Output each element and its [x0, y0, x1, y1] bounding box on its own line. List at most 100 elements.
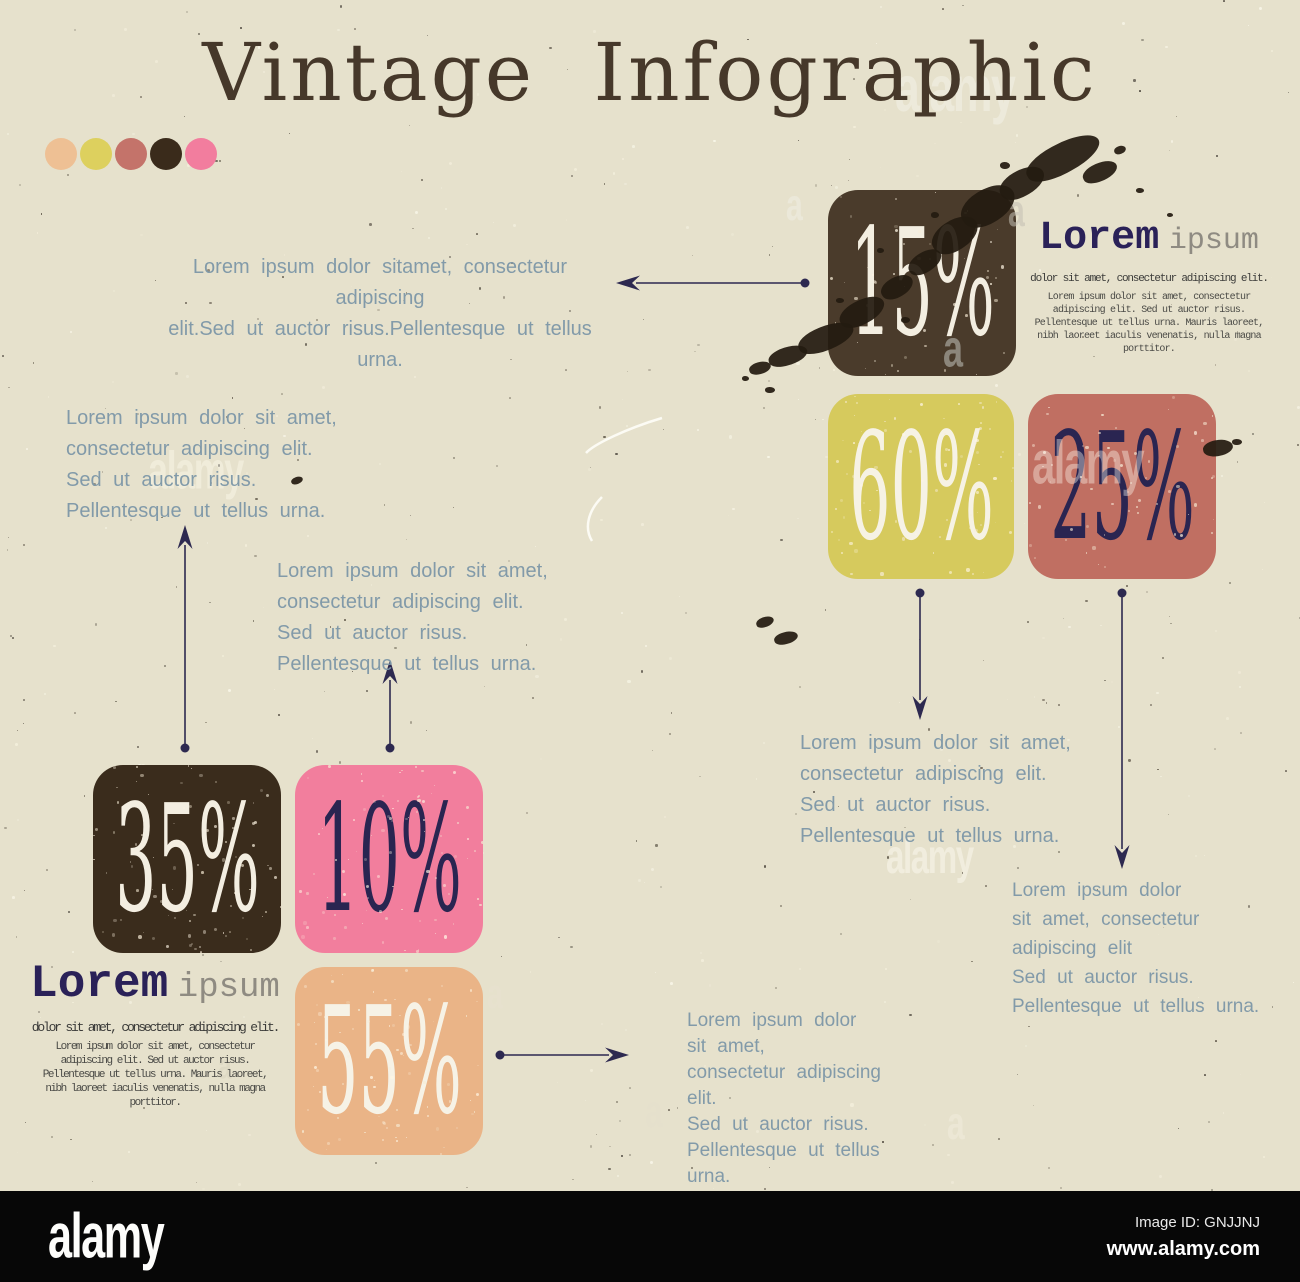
- speck: [1017, 1073, 1019, 1076]
- speck: [985, 884, 987, 887]
- speck: [841, 439, 844, 442]
- palette-dot-pink: [185, 138, 217, 170]
- speck: [628, 1087, 631, 1090]
- speck: [1188, 795, 1191, 798]
- speck: [824, 609, 827, 611]
- speck: [1162, 656, 1165, 660]
- speck: [943, 368, 947, 372]
- speck: [281, 393, 283, 395]
- speck: [475, 1092, 480, 1097]
- speck: [848, 180, 850, 182]
- heading-subtitle: dolor sit amet, consectetur adipiscing e…: [31, 1020, 281, 1035]
- speck: [299, 890, 302, 893]
- speck: [7, 537, 9, 539]
- speck: [312, 737, 314, 740]
- speck: [322, 386, 326, 390]
- speck: [207, 542, 209, 544]
- speck: [883, 1000, 886, 1003]
- speck: [23, 723, 25, 725]
- speck: [11, 637, 14, 640]
- speck: [512, 223, 516, 227]
- speck: [1000, 456, 1003, 459]
- heading-subtitle: dolor sit amet, consectetur adipiscing e…: [1030, 273, 1269, 285]
- speck: [1034, 556, 1037, 559]
- speck: [175, 586, 178, 589]
- image-id: Image ID: GNJJNJ: [1134, 1214, 1260, 1231]
- speck: [412, 227, 414, 230]
- speck: [104, 526, 108, 530]
- speck: [624, 182, 627, 186]
- speck: [4, 826, 7, 830]
- speck: [113, 290, 115, 293]
- stat-value-15: 15%: [849, 197, 995, 369]
- speck: [830, 185, 833, 187]
- speck: [768, 254, 771, 256]
- speck: [822, 418, 824, 420]
- speck: [70, 1138, 72, 1141]
- speck: [400, 170, 403, 173]
- speck: [1010, 479, 1013, 482]
- speck: [797, 517, 799, 519]
- speck: [10, 635, 13, 638]
- speck: [238, 1182, 241, 1186]
- speck: [136, 765, 139, 768]
- speck: [879, 166, 882, 169]
- speck: [608, 1167, 611, 1170]
- speck: [532, 696, 535, 699]
- speck: [1007, 698, 1009, 701]
- palette-dot-tan: [45, 138, 77, 170]
- speck: [26, 448, 28, 450]
- speck: [621, 1155, 623, 1157]
- speck: [383, 504, 386, 506]
- speck: [1271, 1006, 1274, 1008]
- speck: [8, 386, 11, 389]
- speck: [1068, 625, 1071, 629]
- speck: [728, 515, 730, 517]
- speck: [539, 757, 542, 760]
- speck: [994, 521, 997, 524]
- speck: [1251, 432, 1254, 435]
- speck: [306, 926, 309, 929]
- palette-dot-brown: [150, 138, 182, 170]
- speck: [477, 898, 479, 900]
- speck: [136, 745, 140, 749]
- speck: [570, 174, 573, 177]
- speck: [1145, 590, 1148, 593]
- speck: [1211, 475, 1215, 479]
- speck: [198, 945, 201, 949]
- speck: [427, 236, 431, 240]
- palette-dot-yellow: [80, 138, 112, 170]
- speck: [23, 544, 25, 546]
- speck: [834, 507, 838, 511]
- speck: [1263, 1156, 1266, 1159]
- speck: [1048, 1166, 1051, 1169]
- speck: [16, 819, 19, 822]
- speck: [839, 933, 843, 936]
- speck: [763, 865, 767, 868]
- speck: [615, 1100, 619, 1104]
- speck: [187, 765, 190, 767]
- speck: [625, 425, 628, 427]
- speck: [798, 140, 800, 142]
- speck: [166, 945, 170, 948]
- speck: [1029, 544, 1032, 547]
- speck: [1261, 568, 1264, 571]
- speck: [589, 467, 591, 469]
- speck: [414, 765, 417, 769]
- speck: [1017, 866, 1020, 869]
- speck: [266, 794, 270, 798]
- speck: [836, 460, 839, 464]
- speck: [378, 462, 382, 466]
- speck: [830, 276, 834, 280]
- speck: [1214, 364, 1217, 366]
- speck: [248, 1133, 251, 1137]
- speck: [413, 375, 416, 379]
- speck: [140, 233, 143, 237]
- speck: [1229, 581, 1231, 584]
- speck: [1170, 140, 1174, 143]
- speck: [1001, 450, 1005, 454]
- speck: [221, 655, 224, 658]
- speck: [649, 1161, 653, 1165]
- footer-meta: Image ID: GNJJNJ www.alamy.com: [1107, 1210, 1260, 1262]
- speck: [708, 983, 712, 987]
